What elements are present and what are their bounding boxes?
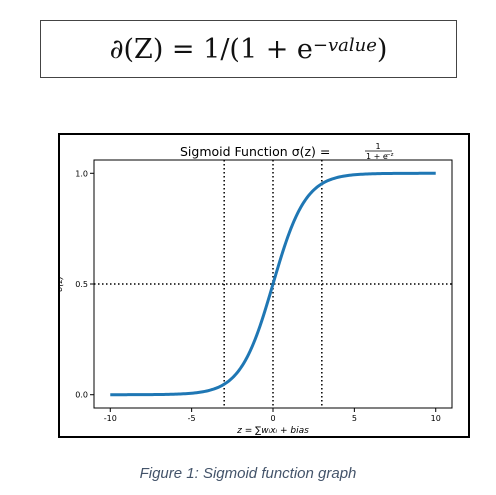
y-tick-label: 0.0 [75,391,88,400]
y-axis-label: σ(z) [60,276,64,292]
x-tick-label: 0 [270,414,275,423]
chart-title-denominator: 1 + e [366,152,388,161]
y-tick-label: 1.0 [75,169,88,178]
figure-caption: Figure 1: Sigmoid function graph [139,465,357,482]
formula-close: ) [376,33,388,65]
chart-title: Sigmoid Function σ(z) = [180,144,330,159]
sigmoid-chart: -10 -5 0 5 10 0.0 0.5 1.0 z = ∑wᵢxᵢ + bias σ(z) Si… [60,142,453,436]
formula-text: ∂(Z) = 1/(1 + e [109,33,313,65]
x-tick-label: -10 [104,414,117,423]
x-tick-label: 5 [352,414,357,423]
figure-frame: -10 -5 0 5 10 0.0 0.5 1.0 z = ∑wᵢxᵢ + bias σ(z) Si… [58,133,470,438]
formula-box: ∂(Z) = 1/(1 + e −value) [40,20,457,78]
x-tick-label: 10 [431,414,441,423]
formula-exponent: −value [312,34,377,56]
chart-title-exponent: −z [386,152,394,158]
y-tick-label: 0.5 [75,280,88,289]
sigmoid-curve [110,171,436,397]
x-tick-label: -5 [188,414,196,423]
x-axis-label: z = ∑wᵢxᵢ + bias [236,426,309,436]
chart-title-numerator: 1 [375,142,380,151]
